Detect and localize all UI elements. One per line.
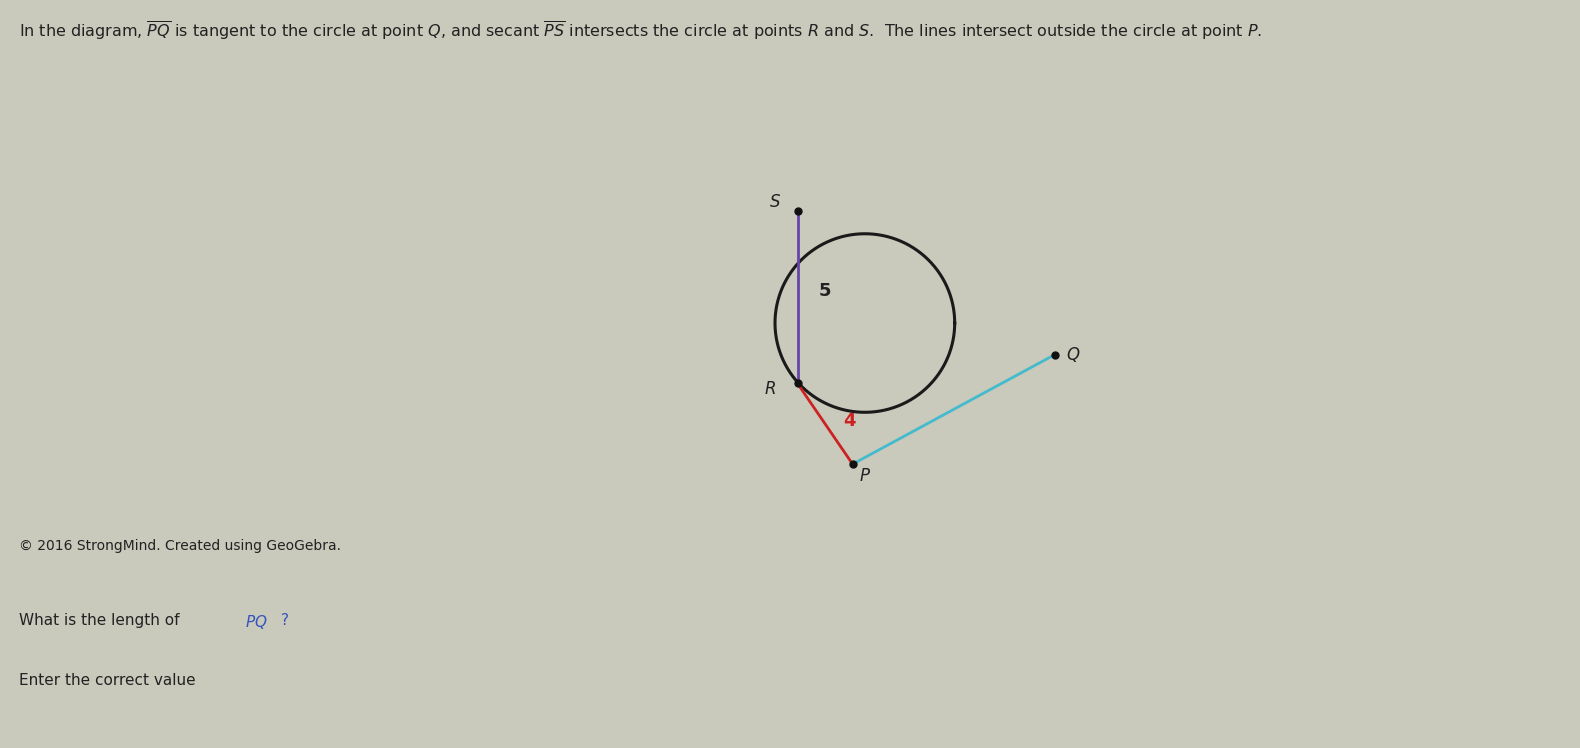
Text: Q: Q xyxy=(1066,346,1079,364)
Text: In the diagram, $\overline{PQ}$ is tangent to the circle at point $Q$, and secan: In the diagram, $\overline{PQ}$ is tange… xyxy=(19,19,1262,42)
Text: R: R xyxy=(765,380,776,398)
Text: S: S xyxy=(769,193,781,211)
Text: 5: 5 xyxy=(818,282,831,301)
Text: 4: 4 xyxy=(844,412,856,430)
Text: © 2016 StrongMind. Created using GeoGebra.: © 2016 StrongMind. Created using GeoGebr… xyxy=(19,539,341,553)
Text: P: P xyxy=(860,467,871,485)
Text: ?: ? xyxy=(281,613,289,628)
Text: $\it{PQ}$: $\it{PQ}$ xyxy=(245,613,267,631)
Text: Enter the correct value: Enter the correct value xyxy=(19,673,196,688)
Text: What is the length of: What is the length of xyxy=(19,613,185,628)
